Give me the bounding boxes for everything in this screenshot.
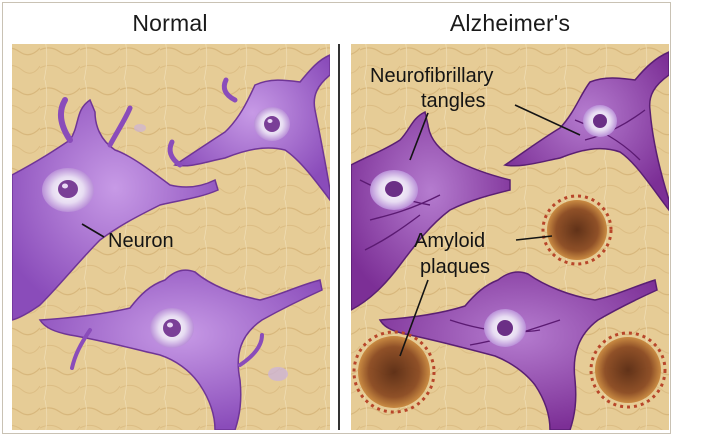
tangles-pointer-line-left (409, 112, 429, 161)
plaques-pointer-line-right (515, 235, 553, 241)
diseased-neuron-cell (351, 110, 511, 311)
diseased-neuron-cell (378, 271, 658, 430)
diseased-neuron-cell (503, 51, 669, 212)
alzheimers-panel: Neurofibrillary tangles Amyloid plaques (351, 44, 669, 430)
tangles-label-line2: tangles (421, 90, 486, 112)
plaques-pointer-line-left (399, 279, 429, 357)
neuron-cell (38, 269, 323, 430)
neuron-pointer-line (81, 223, 105, 238)
plaques-label-line1: Amyloid (414, 230, 485, 252)
neuron-cell (167, 54, 330, 202)
neuron-cell (12, 97, 219, 321)
amyloid-plaque (589, 331, 667, 409)
tissue-cell (268, 367, 288, 381)
tangles-label-line1: Neurofibrillary (370, 65, 493, 87)
alzheimers-panel-title: Alzheimer's (449, 10, 571, 36)
plaques-label-line2: plaques (420, 256, 490, 278)
amyloid-plaque (352, 330, 436, 414)
tissue-cell (134, 124, 146, 132)
normal-panel-title: Normal (132, 10, 208, 36)
normal-panel: Neuron (12, 44, 330, 430)
neuron-label: Neuron (108, 230, 174, 252)
tangles-pointer-line-right (514, 104, 581, 136)
amyloid-plaque (541, 194, 613, 266)
